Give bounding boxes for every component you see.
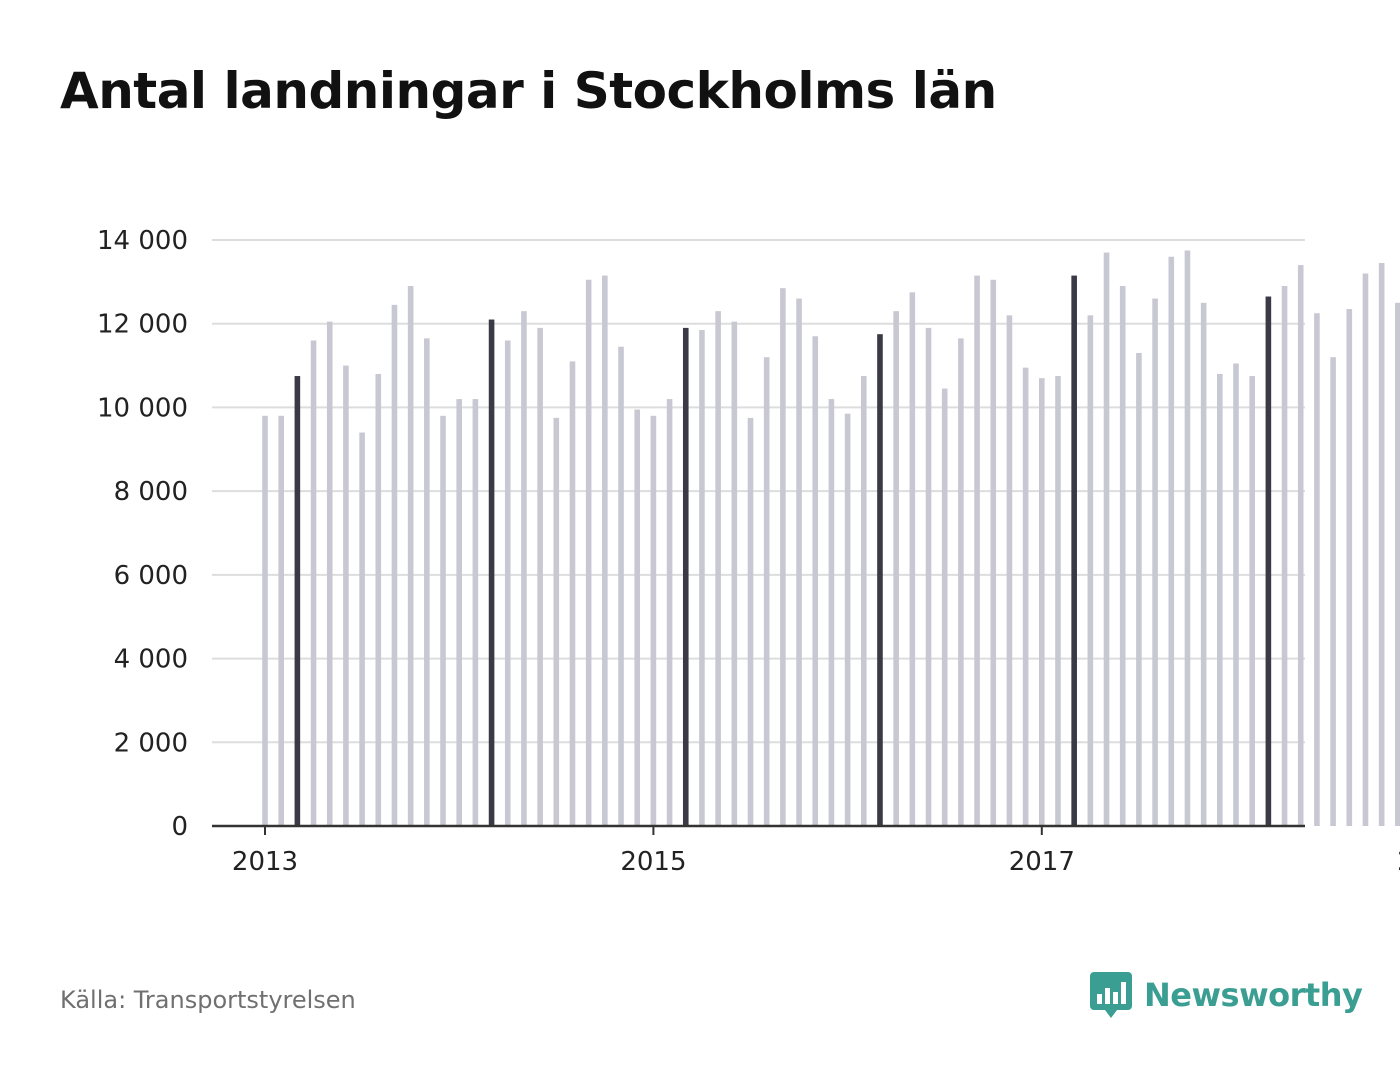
bar	[731, 321, 738, 826]
bar	[1346, 309, 1353, 826]
bar	[682, 327, 689, 826]
bar	[391, 304, 398, 826]
bar	[909, 292, 916, 826]
bar	[1200, 302, 1207, 826]
bar	[860, 376, 867, 826]
y-tick-label: 10 000	[97, 393, 188, 423]
bar	[1249, 376, 1255, 826]
bar	[294, 376, 301, 826]
bar	[650, 415, 657, 826]
y-tick-label: 4 000	[114, 645, 188, 675]
bar	[780, 288, 786, 826]
x-tick-label: 2019	[1397, 847, 1400, 877]
bar	[990, 279, 997, 826]
bar	[553, 417, 560, 826]
bar	[1071, 275, 1077, 827]
bar	[974, 275, 980, 827]
bar	[1233, 363, 1239, 826]
bar	[407, 286, 414, 826]
bar	[828, 399, 835, 826]
y-tick-label: 8 000	[114, 477, 188, 507]
bar	[359, 432, 365, 826]
bar	[1378, 263, 1385, 826]
bar	[796, 298, 802, 827]
bar	[424, 338, 430, 826]
bar	[1119, 286, 1126, 826]
bar	[958, 338, 964, 826]
bar	[537, 327, 543, 826]
bar	[763, 357, 770, 826]
y-tick-label: 2 000	[114, 728, 188, 758]
bar	[699, 329, 705, 826]
bar	[488, 319, 495, 826]
newsworthy-brand[interactable]: Newsworthy	[1090, 970, 1363, 1020]
bar	[844, 413, 851, 826]
bar	[1281, 286, 1288, 826]
bar	[666, 399, 673, 826]
bar	[1362, 273, 1369, 826]
bar	[521, 311, 527, 826]
bar	[1330, 357, 1336, 826]
y-axis-labels: 0 2 000 4 000 6 000 8 000 10 000 12 000 14 000	[97, 226, 188, 842]
bar	[375, 373, 382, 826]
bar	[925, 327, 932, 826]
bar	[602, 275, 608, 827]
bar	[715, 311, 721, 826]
bar	[343, 365, 349, 826]
bar	[456, 399, 462, 826]
bar	[472, 399, 479, 826]
x-tick-label: 2017	[1009, 847, 1075, 877]
newsworthy-logo-icon	[1090, 972, 1132, 1018]
bar	[1265, 296, 1272, 826]
y-tick-label: 0	[171, 812, 188, 842]
bar	[1395, 302, 1400, 826]
bar	[278, 415, 284, 826]
bars	[262, 250, 1400, 827]
bar	[1055, 376, 1061, 826]
bar	[941, 388, 948, 826]
x-tick-label: 2015	[620, 847, 686, 877]
bar	[1039, 378, 1045, 826]
bar	[893, 311, 899, 826]
bar	[1168, 256, 1175, 826]
bar	[326, 321, 333, 826]
bar	[1136, 353, 1142, 826]
bar	[1314, 313, 1320, 826]
source-note: Källa: Transportstyrelsen	[60, 986, 356, 1014]
bar	[634, 409, 641, 826]
bar	[569, 361, 576, 826]
bar	[504, 340, 511, 826]
bar	[747, 417, 754, 826]
x-axis-labels: 201320152017201920212023	[232, 826, 1400, 877]
bar	[618, 346, 624, 826]
bar	[1006, 315, 1013, 826]
bar	[1022, 367, 1029, 826]
bar	[877, 334, 883, 826]
bar	[262, 415, 268, 826]
bar	[310, 340, 317, 826]
bar	[1217, 373, 1223, 826]
bar	[1152, 298, 1158, 827]
bar	[1087, 315, 1094, 826]
y-tick-label: 14 000	[97, 226, 188, 256]
bar	[585, 279, 592, 826]
y-tick-label: 6 000	[114, 561, 188, 591]
bar	[812, 336, 819, 826]
y-tick-label: 12 000	[97, 310, 188, 340]
bar	[1184, 250, 1191, 826]
chart-title: Antal landningar i Stockholms län	[60, 62, 997, 120]
brand-name: Newsworthy	[1144, 976, 1363, 1014]
bar	[1297, 265, 1304, 826]
bar	[440, 415, 446, 826]
x-tick-label: 2013	[232, 847, 298, 877]
bar	[1103, 252, 1110, 826]
